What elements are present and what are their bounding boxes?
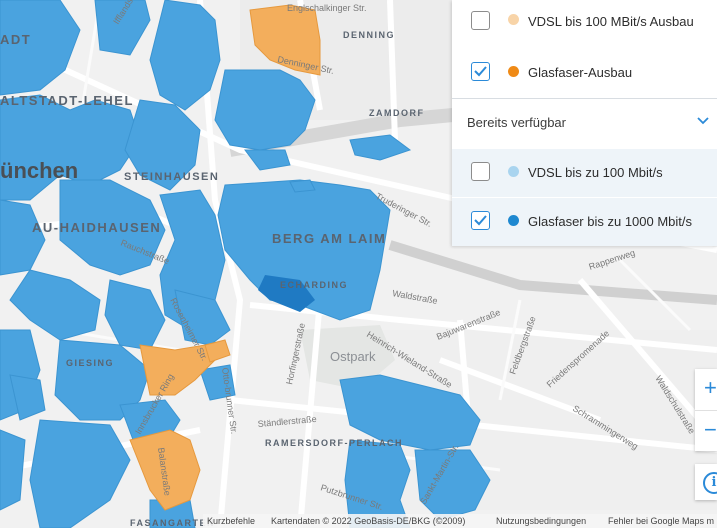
check-icon bbox=[474, 215, 487, 226]
coverage-area bbox=[59, 179, 166, 276]
district-label: BERG AM LAIM bbox=[272, 231, 386, 246]
park-label: Ostpark bbox=[330, 349, 376, 364]
district-label: GIESING bbox=[66, 358, 114, 368]
vdsl-ausbau-checkbox[interactable] bbox=[471, 11, 490, 30]
legend-item-vdsl-ausbau[interactable]: VDSL bis 100 MBit/s Ausbau bbox=[452, 0, 717, 48]
vdsl-available-checkbox[interactable] bbox=[471, 162, 490, 181]
legend-label: VDSL bis zu 100 Mbit/s bbox=[528, 165, 663, 180]
city-label: ünchen bbox=[0, 158, 78, 183]
ausbau-area bbox=[139, 344, 216, 396]
coverage-area bbox=[199, 364, 236, 401]
ausbau-area bbox=[204, 339, 231, 363]
zoom-controls: + − bbox=[695, 369, 717, 451]
legend-item-glasfaser-available[interactable]: Glasfaser bis zu 1000 Mbit/s bbox=[452, 198, 717, 246]
coverage-area bbox=[0, 429, 26, 511]
report-error-link[interactable]: Fehler bei Google Maps m bbox=[608, 516, 715, 526]
map-data-text: Kartendaten © 2022 GeoBasis-DE/BKG (©200… bbox=[271, 516, 466, 526]
zoom-out-button[interactable]: − bbox=[695, 411, 717, 451]
ausbau-area bbox=[129, 429, 201, 511]
coverage-area bbox=[214, 69, 316, 151]
district-label: ALTSTADT-LEHEL bbox=[0, 93, 134, 108]
coverage-area bbox=[244, 149, 291, 171]
district-label: FASANGARTEN bbox=[130, 518, 215, 528]
zoom-in-button[interactable]: + bbox=[695, 369, 717, 409]
plus-icon: + bbox=[704, 375, 717, 400]
coverage-area bbox=[94, 0, 151, 56]
section-title: Bereits verfügbar bbox=[467, 115, 566, 130]
coverage-area bbox=[414, 449, 491, 521]
coverage-area bbox=[349, 134, 412, 161]
shortcuts-link[interactable]: Kurzbefehle bbox=[207, 516, 256, 526]
glasfaser-ausbau-checkbox[interactable] bbox=[471, 62, 490, 81]
map-attribution: Kurzbefehle Kartendaten © 2022 GeoBasis-… bbox=[203, 514, 717, 528]
legend-label: Glasfaser bis zu 1000 Mbit/s bbox=[528, 214, 693, 229]
coverage-area bbox=[29, 419, 131, 528]
section-toggle-available[interactable]: Bereits verfügbar bbox=[452, 99, 717, 149]
coverage-area bbox=[124, 99, 201, 191]
glasfaser-available-dot bbox=[508, 215, 519, 226]
legend-label: Glasfaser-Ausbau bbox=[528, 65, 633, 80]
coverage-area bbox=[289, 179, 316, 193]
coverage-area bbox=[0, 199, 46, 276]
vdsl-available-dot bbox=[508, 166, 519, 177]
legend-label: VDSL bis 100 MBit/s Ausbau bbox=[528, 14, 694, 29]
district-label: RAMERSDORF-PERLACH bbox=[265, 438, 403, 448]
minus-icon: − bbox=[704, 417, 717, 442]
divider bbox=[452, 98, 717, 99]
glasfaser-ausbau-dot bbox=[508, 66, 519, 77]
chevron-down-icon bbox=[697, 117, 709, 125]
vdsl-ausbau-dot bbox=[508, 14, 519, 25]
coverage-area bbox=[0, 0, 81, 96]
info-icon: i bbox=[703, 472, 717, 494]
info-button[interactable]: i bbox=[695, 464, 717, 500]
divider bbox=[695, 410, 717, 411]
legend-panel: VDSL bis 100 MBit/s Ausbau Glasfaser-Aus… bbox=[452, 0, 717, 246]
district-label: AU-HAIDHAUSEN bbox=[32, 220, 161, 235]
district-label: ZAMDORF bbox=[369, 108, 425, 118]
district-label: DENNING bbox=[343, 30, 395, 40]
district-label: STEINHAUSEN bbox=[124, 171, 219, 183]
terms-link[interactable]: Nutzungsbedingungen bbox=[496, 516, 587, 526]
district-label: ECHARDING bbox=[280, 280, 348, 290]
street-label: Englschalkinger Str. bbox=[287, 3, 367, 13]
coverage-area bbox=[174, 289, 231, 346]
ausbau-area bbox=[249, 4, 321, 76]
coverage-area bbox=[339, 374, 481, 451]
legend-item-vdsl-available[interactable]: VDSL bis zu 100 Mbit/s bbox=[452, 149, 717, 197]
coverage-area bbox=[9, 374, 46, 421]
legend-item-glasfaser-ausbau[interactable]: Glasfaser-Ausbau bbox=[452, 48, 717, 96]
glasfaser-available-checkbox[interactable] bbox=[471, 211, 490, 230]
district-label: ADT bbox=[0, 32, 31, 47]
coverage-area bbox=[9, 269, 101, 341]
coverage-area bbox=[149, 0, 221, 111]
coverage-area-overlap bbox=[258, 275, 315, 312]
check-icon bbox=[474, 66, 487, 77]
